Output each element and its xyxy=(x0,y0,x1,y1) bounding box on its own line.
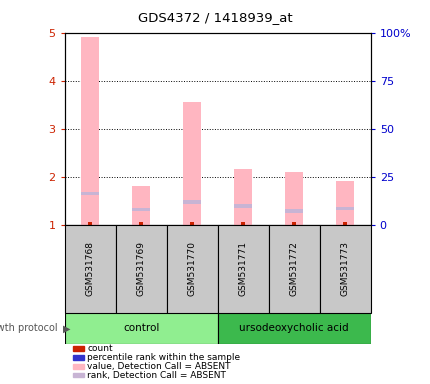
Bar xyxy=(81,192,99,195)
Bar xyxy=(285,172,302,225)
FancyBboxPatch shape xyxy=(217,313,370,344)
Bar xyxy=(132,186,150,225)
Text: GSM531769: GSM531769 xyxy=(136,241,145,296)
Text: ▶: ▶ xyxy=(62,323,70,333)
Bar xyxy=(291,222,296,225)
Text: ursodeoxycholic acid: ursodeoxycholic acid xyxy=(239,323,348,333)
Text: value, Detection Call = ABSENT: value, Detection Call = ABSENT xyxy=(87,362,230,371)
Bar xyxy=(285,209,302,213)
Text: GDS4372 / 1418939_at: GDS4372 / 1418939_at xyxy=(138,12,292,25)
FancyBboxPatch shape xyxy=(115,225,166,313)
Bar xyxy=(183,102,201,225)
Bar xyxy=(233,205,252,208)
FancyBboxPatch shape xyxy=(319,225,370,313)
Text: GSM531768: GSM531768 xyxy=(86,241,95,296)
Text: control: control xyxy=(123,323,159,333)
FancyBboxPatch shape xyxy=(64,313,217,344)
Bar xyxy=(132,208,150,211)
FancyBboxPatch shape xyxy=(268,225,319,313)
Bar xyxy=(190,222,194,225)
Bar xyxy=(335,207,353,210)
Text: GSM531773: GSM531773 xyxy=(340,241,349,296)
Text: GSM531772: GSM531772 xyxy=(289,242,298,296)
Bar xyxy=(183,200,201,204)
Bar xyxy=(138,222,143,225)
Text: GSM531770: GSM531770 xyxy=(187,241,196,296)
Bar xyxy=(342,222,347,225)
Text: growth protocol: growth protocol xyxy=(0,323,60,333)
Bar xyxy=(88,222,92,225)
FancyBboxPatch shape xyxy=(64,225,115,313)
Text: count: count xyxy=(87,344,113,353)
Text: GSM531771: GSM531771 xyxy=(238,241,247,296)
Text: rank, Detection Call = ABSENT: rank, Detection Call = ABSENT xyxy=(87,371,226,380)
Text: percentile rank within the sample: percentile rank within the sample xyxy=(87,353,240,362)
Bar xyxy=(335,182,353,225)
Bar xyxy=(81,38,99,225)
Bar xyxy=(233,169,252,225)
FancyBboxPatch shape xyxy=(217,225,268,313)
FancyBboxPatch shape xyxy=(166,225,217,313)
Bar xyxy=(240,222,245,225)
